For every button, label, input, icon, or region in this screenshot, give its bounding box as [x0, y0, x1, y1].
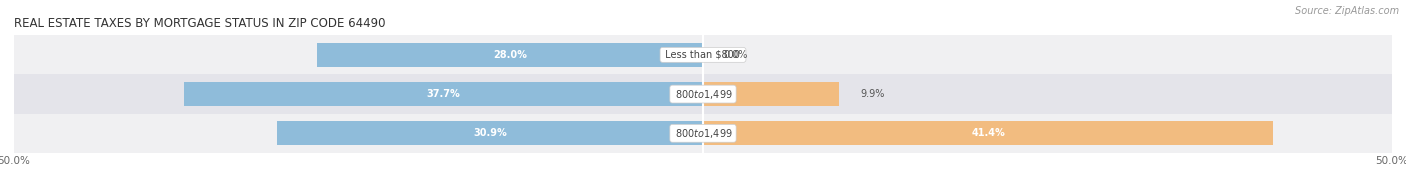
Text: 9.9%: 9.9% [860, 89, 884, 99]
Bar [277, 121, 703, 145]
Bar [14, 35, 1392, 74]
Text: 30.9%: 30.9% [474, 128, 508, 138]
Bar [14, 74, 1392, 114]
Text: $800 to $1,499: $800 to $1,499 [672, 127, 734, 140]
Text: 37.7%: 37.7% [426, 89, 460, 99]
Text: $800 to $1,499: $800 to $1,499 [672, 88, 734, 101]
Bar [703, 121, 1274, 145]
Text: Source: ZipAtlas.com: Source: ZipAtlas.com [1295, 6, 1399, 16]
Bar [703, 82, 839, 106]
Text: 41.4%: 41.4% [972, 128, 1005, 138]
Text: 28.0%: 28.0% [494, 50, 527, 60]
Text: REAL ESTATE TAXES BY MORTGAGE STATUS IN ZIP CODE 64490: REAL ESTATE TAXES BY MORTGAGE STATUS IN … [14, 17, 385, 30]
Text: 0.0%: 0.0% [724, 50, 748, 60]
Bar [184, 82, 703, 106]
Bar [14, 114, 1392, 153]
Bar [318, 43, 703, 67]
Text: Less than $800: Less than $800 [662, 50, 744, 60]
